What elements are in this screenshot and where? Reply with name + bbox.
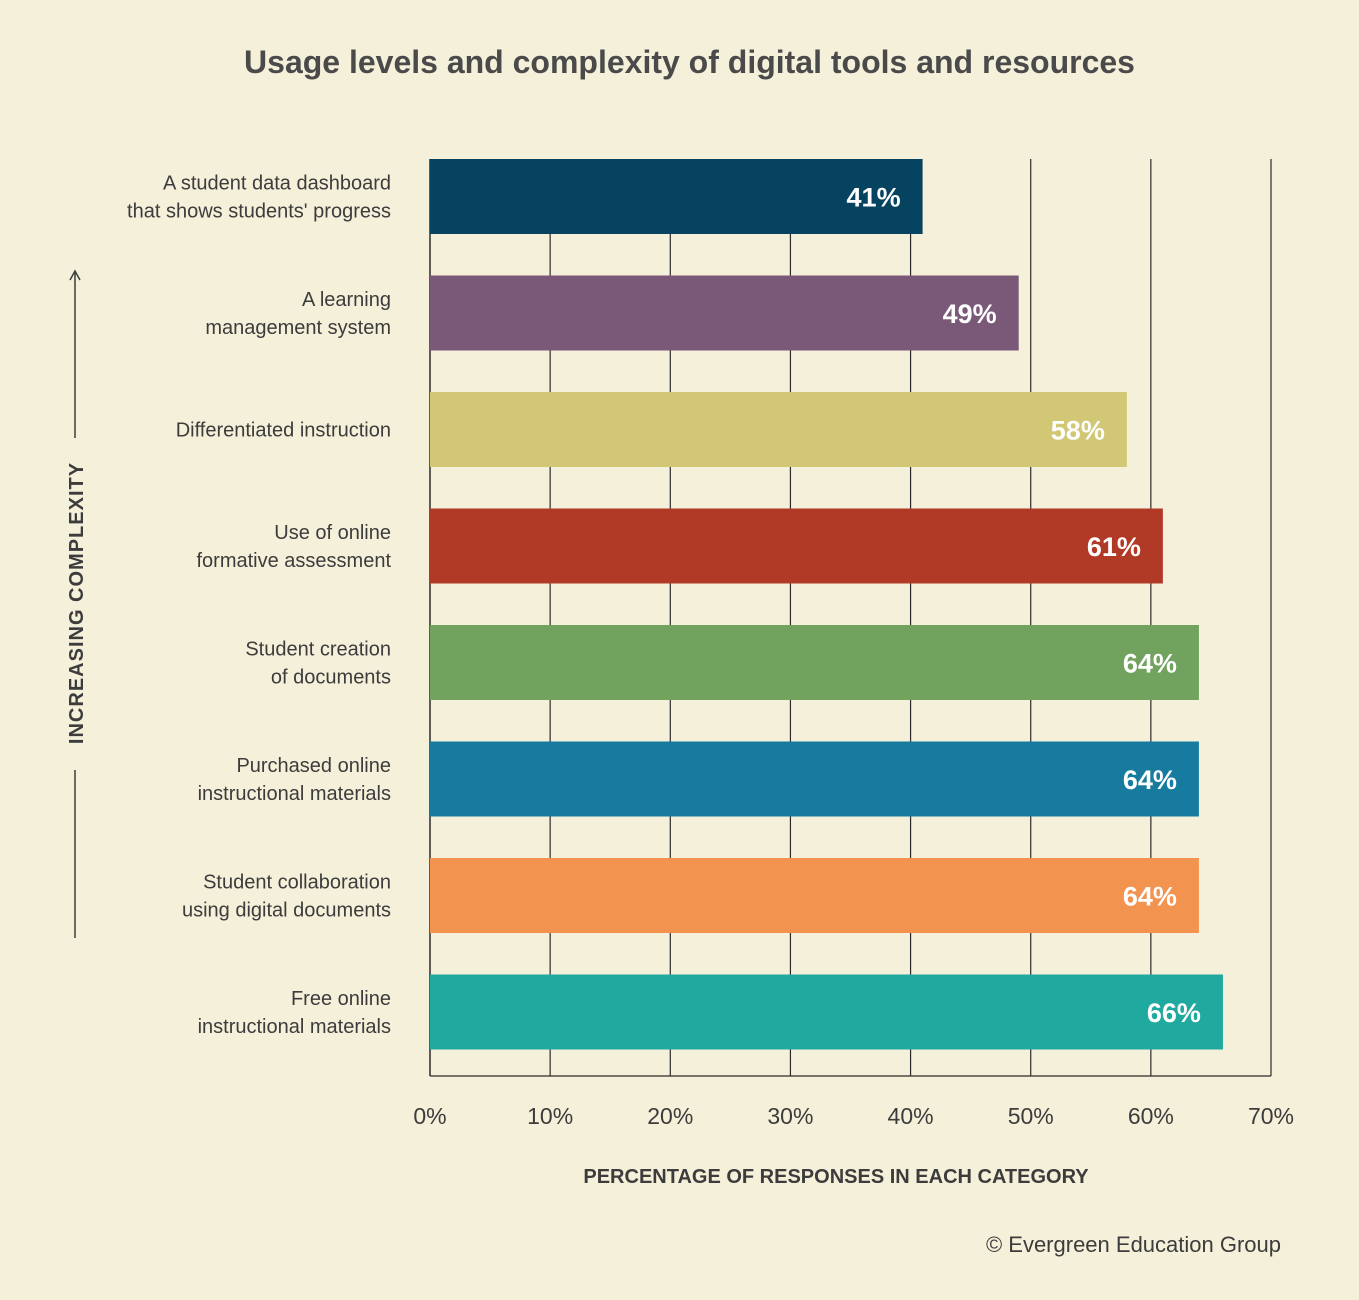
bar-6: [430, 741, 1199, 817]
category-label-5-line-2: of documents: [271, 667, 391, 689]
value-label-7: 64%: [1123, 882, 1177, 912]
bar-3: [430, 392, 1127, 467]
category-label-4-line-2: formative assessment: [196, 550, 391, 572]
x-tick-label-70: 70%: [1248, 1103, 1294, 1129]
value-label-6: 64%: [1123, 765, 1177, 795]
value-label-5: 64%: [1123, 649, 1177, 679]
category-label-4-line-1: Use of online: [274, 522, 391, 544]
value-label-8: 66%: [1147, 998, 1201, 1028]
x-tick-label-60: 60%: [1128, 1103, 1174, 1129]
category-label-8-line-1: Free online: [291, 988, 391, 1010]
category-label-7-line-2: using digital documents: [182, 900, 391, 922]
x-tick-label-10: 10%: [527, 1103, 573, 1129]
bar-1: [430, 159, 923, 234]
bar-8: [430, 974, 1223, 1050]
copyright-credit: © Evergreen Education Group: [985, 1232, 1281, 1257]
category-label-3: Differentiated instruction: [176, 420, 391, 442]
category-label-2-line-1: A learning: [302, 289, 391, 311]
x-axis-title: PERCENTAGE OF RESPONSES IN EACH CATEGORY: [583, 1166, 1089, 1188]
x-tick-label-50: 50%: [1008, 1103, 1054, 1129]
category-label-5-line-1: Student creation: [245, 639, 391, 661]
chart-title: Usage levels and complexity of digital t…: [244, 44, 1135, 80]
x-tick-label-20: 20%: [647, 1103, 693, 1129]
category-label-6-line-2: instructional materials: [198, 783, 391, 805]
bar-5: [430, 625, 1199, 700]
x-tick-label-0: 0%: [413, 1103, 446, 1129]
value-label-4: 61%: [1087, 532, 1141, 562]
x-tick-label-30: 30%: [767, 1103, 813, 1129]
value-label-2: 49%: [943, 299, 997, 329]
bar-2: [430, 275, 1019, 351]
category-label-1-line-2: that shows students' progress: [127, 201, 391, 223]
x-tick-label-40: 40%: [888, 1103, 934, 1129]
category-label-2-line-2: management system: [205, 317, 391, 339]
value-label-3: 58%: [1051, 416, 1105, 446]
category-label-1-line-1: A student data dashboard: [163, 173, 391, 195]
complexity-arrow-icon: [69, 269, 81, 281]
category-label-6-line-1: Purchased online: [236, 755, 391, 777]
bar-7: [430, 858, 1199, 933]
bar-4: [430, 508, 1163, 584]
category-label-8-line-2: instructional materials: [198, 1016, 391, 1038]
value-label-1: 41%: [847, 183, 901, 213]
y-axis-title: INCREASING COMPLEXITY: [66, 462, 88, 744]
category-label-7-line-1: Student collaboration: [203, 872, 391, 894]
